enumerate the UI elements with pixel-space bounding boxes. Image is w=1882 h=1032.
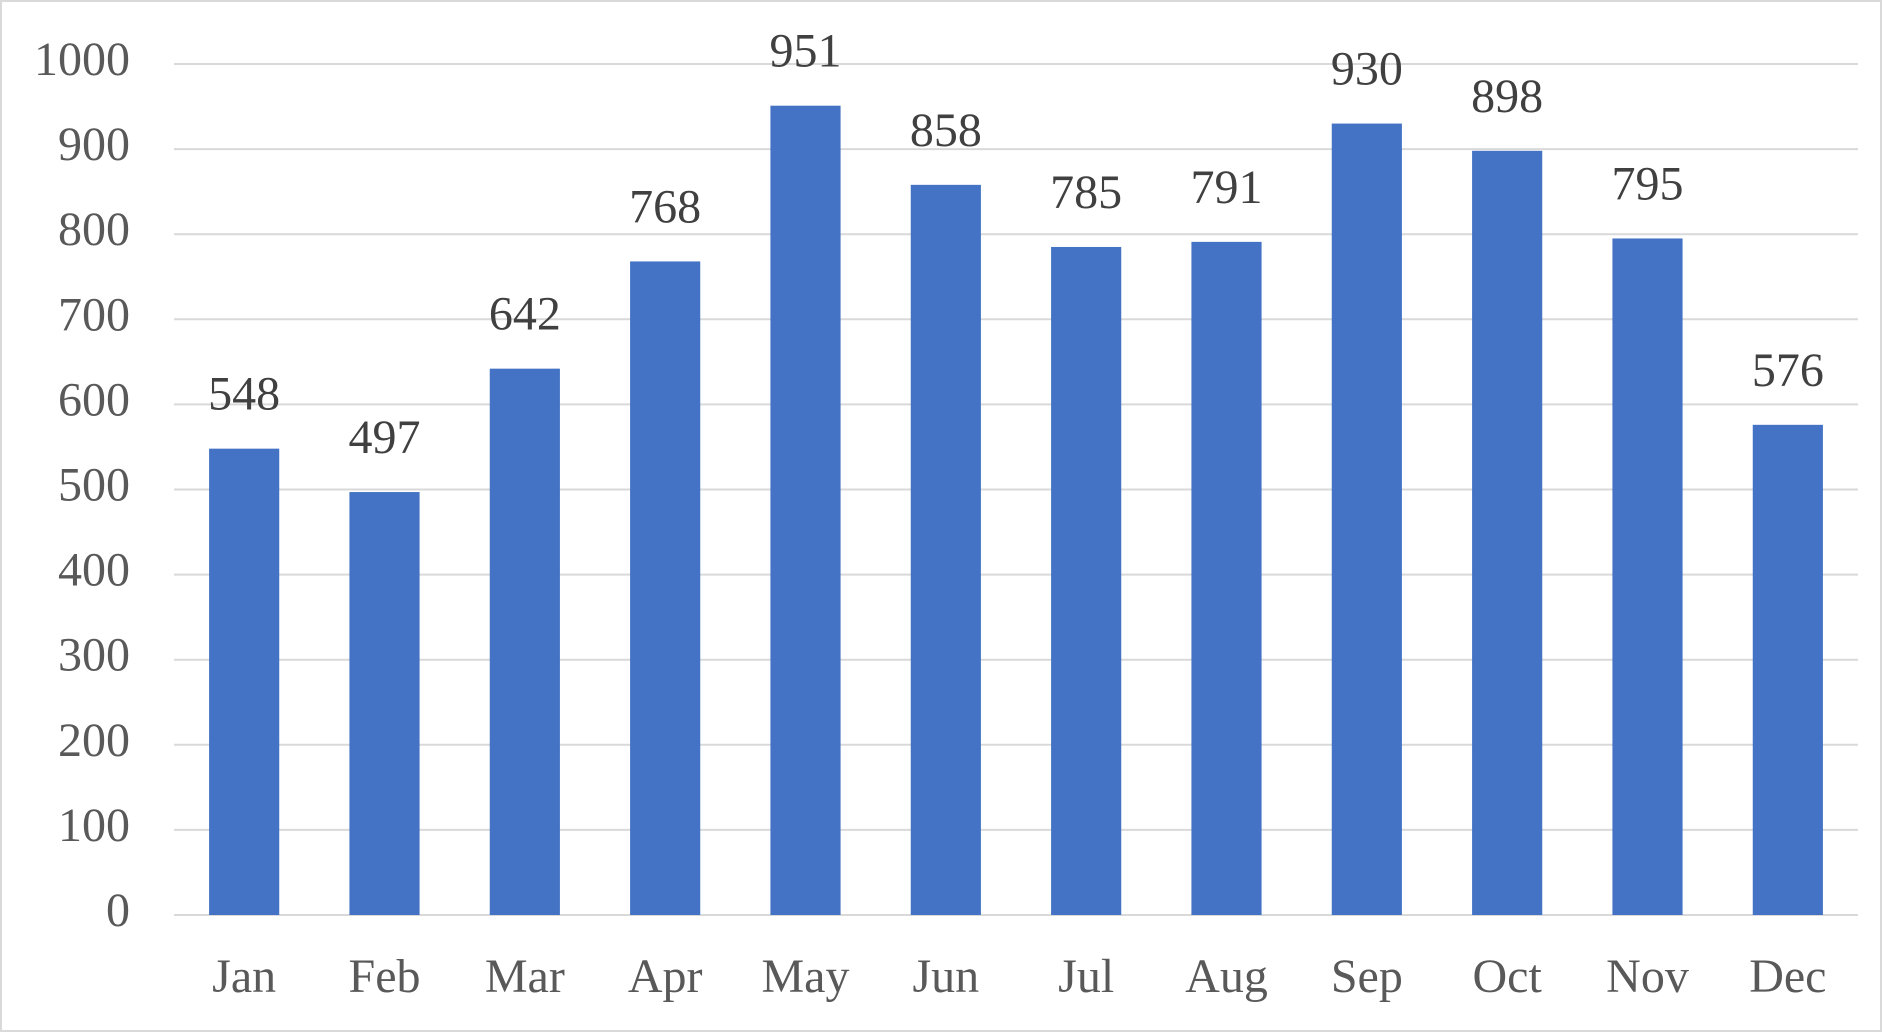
y-tick-label: 800: [58, 203, 130, 256]
bar: [489, 368, 560, 916]
y-tick-label: 300: [58, 629, 130, 682]
data-label: 795: [1612, 157, 1684, 210]
data-label: 548: [208, 368, 280, 421]
data-label: 642: [489, 288, 561, 341]
bar: [349, 492, 420, 915]
bar: [910, 184, 981, 916]
y-tick-label: 600: [58, 373, 130, 426]
x-tick-label: Jul: [1058, 950, 1114, 1003]
x-tick-label: Oct: [1473, 950, 1543, 1003]
x-tick-label: Apr: [628, 950, 703, 1003]
y-tick-label: 700: [58, 288, 130, 341]
data-label: 898: [1471, 70, 1543, 123]
x-tick-label: Sep: [1331, 950, 1403, 1003]
x-tick-label: Aug: [1185, 950, 1268, 1003]
data-label: 930: [1331, 43, 1403, 96]
y-tick-label: 900: [58, 118, 130, 171]
bar: [1191, 241, 1262, 915]
x-tick-label: Jun: [912, 950, 979, 1003]
x-tick-label: Dec: [1749, 950, 1826, 1003]
bar: [770, 105, 841, 916]
x-tick-label: May: [762, 950, 850, 1003]
bar: [630, 261, 701, 915]
y-tick-label: 400: [58, 544, 130, 597]
y-tick-label: 200: [58, 714, 130, 767]
data-label: 951: [770, 25, 842, 78]
x-tick-label: Nov: [1606, 950, 1689, 1003]
data-label: 576: [1752, 344, 1824, 397]
data-label: 768: [629, 180, 701, 233]
bar: [1051, 246, 1122, 916]
bar: [1752, 424, 1823, 915]
y-tick-label: 1000: [34, 33, 130, 86]
bar: [1612, 238, 1683, 915]
x-tick-label: Feb: [349, 950, 421, 1003]
x-tick-label: Mar: [485, 950, 565, 1003]
data-label: 785: [1050, 166, 1122, 219]
x-tick-label: Jan: [212, 950, 276, 1003]
data-label: 791: [1191, 161, 1263, 214]
bar: [1331, 123, 1402, 915]
data-label: 497: [349, 411, 421, 464]
y-tick-label: 500: [58, 459, 130, 512]
y-tick-label: 100: [58, 799, 130, 852]
bar: [1472, 150, 1543, 915]
y-tick-label: 0: [106, 884, 130, 937]
data-label: 858: [910, 104, 982, 157]
bar: [209, 448, 280, 915]
